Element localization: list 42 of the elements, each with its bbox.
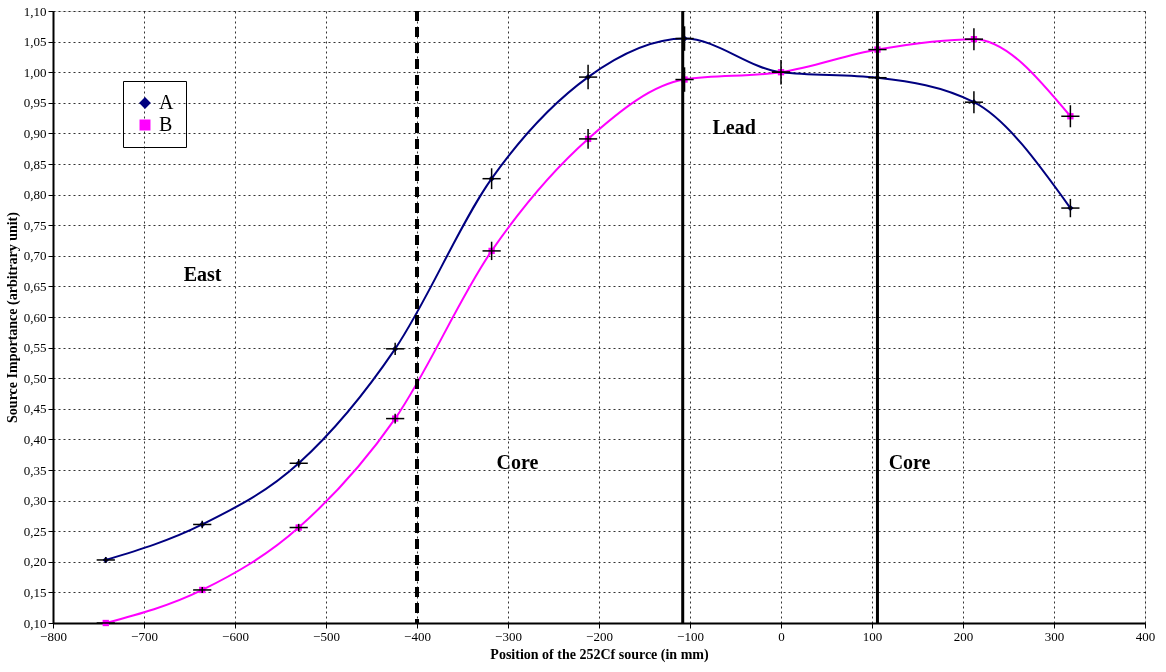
x-tick-label: 0 <box>778 628 785 644</box>
y-tick-label: 1,10 <box>23 3 47 19</box>
x-tick-label: −600 <box>222 628 249 644</box>
x-tick-label: −100 <box>677 628 704 644</box>
y-tick-label: 0,30 <box>23 493 47 509</box>
y-tick-label: 0,45 <box>23 401 47 417</box>
annotation: Core <box>496 450 539 473</box>
y-tick-label: 0,50 <box>23 370 47 386</box>
x-axis-title: Position of the 252Cf source (in mm) <box>490 646 709 663</box>
x-tick-label: 100 <box>862 628 883 644</box>
y-tick-label: 0,85 <box>23 156 47 172</box>
y-tick-label: 1,00 <box>23 64 47 80</box>
y-tick-label: 0,35 <box>23 462 47 478</box>
x-tick-label: −400 <box>404 628 431 644</box>
x-tick-label: −300 <box>495 628 522 644</box>
annotation: Core <box>888 450 931 473</box>
annotation: Lead <box>712 116 756 139</box>
x-tick-label: 200 <box>953 628 974 644</box>
y-tick-label: 0,55 <box>23 340 47 356</box>
y-tick-label: 0,15 <box>23 584 47 600</box>
y-tick-label: 0,75 <box>23 217 47 233</box>
legend-label: A <box>159 91 174 113</box>
x-tick-label: 400 <box>1135 628 1156 644</box>
y-tick-label: 0,40 <box>23 431 47 447</box>
y-tick-label: 0,10 <box>23 615 47 631</box>
y-tick-label: 0,25 <box>23 523 47 539</box>
y-tick-label: 0,20 <box>23 554 47 570</box>
y-tick-label: 0,60 <box>23 309 47 325</box>
y-tick-label: 1,05 <box>23 34 47 50</box>
x-tick-label: −800 <box>40 628 67 644</box>
legend-label: B <box>159 113 173 135</box>
x-tick-label: −200 <box>586 628 613 644</box>
annotation: East <box>183 263 222 286</box>
y-tick-label: 0,70 <box>23 248 47 264</box>
y-tick-label: 0,95 <box>23 95 47 111</box>
x-tick-label: −500 <box>313 628 340 644</box>
x-tick-label: 300 <box>1044 628 1065 644</box>
x-tick-label: −700 <box>131 628 158 644</box>
y-tick-label: 0,65 <box>23 278 47 294</box>
y-tick-label: 0,80 <box>23 187 47 203</box>
y-tick-label: 0,90 <box>23 125 47 141</box>
y-axis-title: Source Importance (arbitrary unit) <box>4 211 21 423</box>
